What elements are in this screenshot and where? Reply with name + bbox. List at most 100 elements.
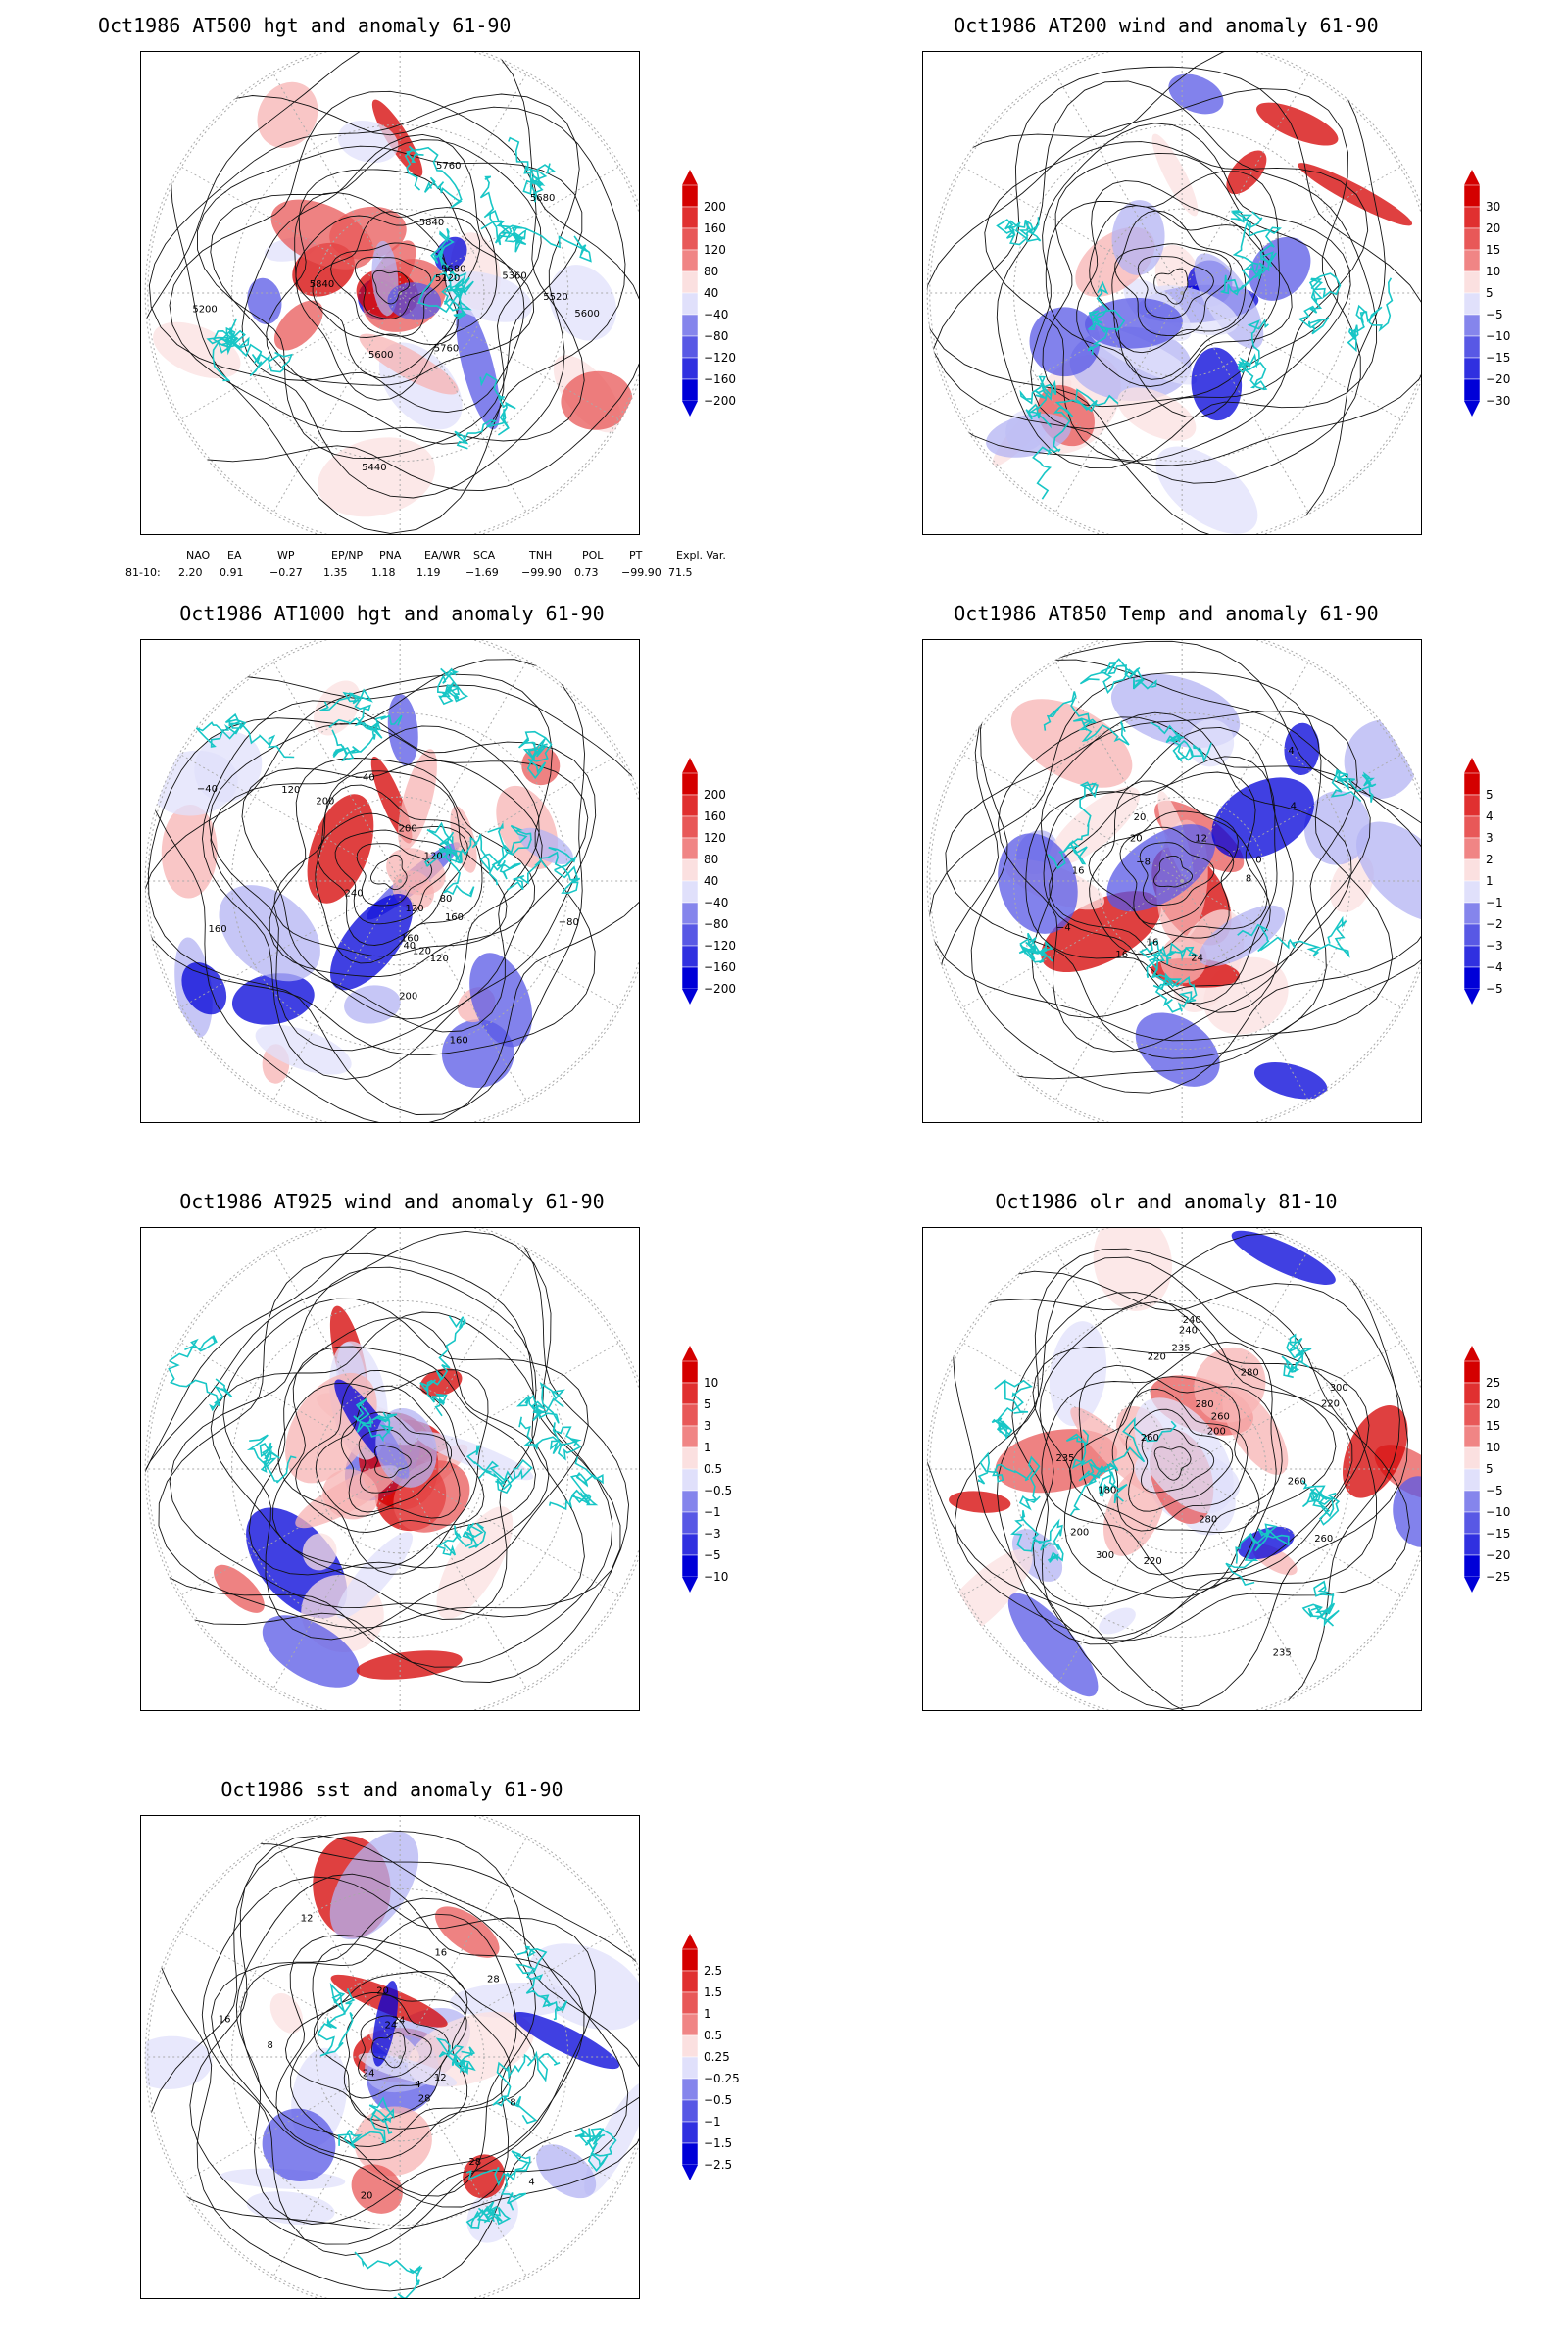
colorbar-swatch (1463, 184, 1481, 208)
colorbar-tick-label: 1 (704, 2007, 711, 2021)
anomaly-shading (1007, 1592, 1099, 1697)
colorbar-tick-label: 10 (1486, 265, 1500, 278)
contour-label: 4 (528, 2177, 534, 2187)
colorbar-swatch (1463, 1403, 1481, 1427)
colorbar-tick-label: −40 (704, 308, 728, 321)
coastline (436, 667, 469, 706)
colorbar-tick-label: −1 (704, 2115, 721, 2129)
colorbar-swatch (681, 1468, 699, 1492)
contour-line (1153, 1446, 1192, 1481)
colorbar-tick-label: −15 (1486, 1527, 1510, 1541)
anomaly-shading (1329, 854, 1374, 913)
contour-label: 220 (1148, 1352, 1166, 1363)
contour-line (202, 700, 597, 1080)
anomaly-shading (450, 806, 477, 873)
contour-label: 0 (1255, 856, 1261, 866)
contour-line (147, 659, 585, 1115)
coastline (466, 2150, 531, 2211)
colorbar-tick-label: −5 (1486, 1484, 1503, 1497)
contour-line (1140, 1428, 1215, 1494)
map-content: 2202602802352402602202001802002403002802… (927, 1228, 1421, 1710)
colorbar-swatch (1463, 314, 1481, 337)
chart-title: Oct1986 AT500 hgt and anomaly 61-90 (98, 14, 512, 37)
colorbar-swatch (681, 966, 699, 990)
contour-label: 280 (1199, 1514, 1217, 1525)
contour-label: 160 (445, 912, 464, 923)
anomaly-shading (1106, 824, 1216, 912)
colorbar-arrow-top (682, 170, 698, 185)
colorbar-tick-label: 0.5 (704, 2029, 722, 2042)
index-value: −0.27 (270, 566, 303, 579)
map-boundary (144, 1228, 639, 1710)
contour-line (1111, 210, 1247, 354)
coastline (518, 1416, 582, 1461)
colorbar-arrow-top (682, 1346, 698, 1361)
anomaly-shading (344, 985, 401, 1024)
contour-label: 5680 (441, 265, 466, 275)
colorbar-swatch (1463, 1468, 1481, 1492)
anomaly-shading (295, 1465, 399, 1529)
colorbar-swatch (681, 815, 699, 839)
map-content: 5840 5680 5600 5520 5440 5760 5120 5200 5360 5600… (145, 52, 639, 534)
longitude-gridline (178, 1929, 401, 2058)
longitude-gridline (399, 2056, 621, 2185)
colorbar-swatch (1463, 270, 1481, 294)
coastline (1010, 1510, 1064, 1563)
colorbar-tick-label: 15 (1486, 1419, 1500, 1433)
contour-line (315, 784, 483, 964)
colorbar-tick-label: −80 (704, 917, 728, 931)
colorbar: 5 4 3 2 1 −1 −2 −3 −4 −5 (1458, 758, 1527, 1038)
anomaly-shading (1168, 74, 1224, 115)
colorbar-tick-label: −1 (1486, 896, 1503, 909)
colorbar-swatch (1463, 815, 1481, 839)
coastline (574, 2128, 617, 2172)
colorbar-swatch (681, 880, 699, 904)
coastline (492, 2050, 561, 2125)
anomaly-shading (307, 794, 374, 904)
anomaly-shading (356, 1650, 463, 1680)
colorbar-tick-label: −4 (1486, 960, 1503, 974)
longitude-gridline (178, 292, 401, 421)
contour-line (358, 2015, 432, 2082)
polar-map: 16 12 8 4 0 −4 −8 16 4 20 24 20 16 (926, 640, 1421, 1122)
longitude-gridline (399, 292, 528, 514)
coastline (487, 821, 532, 880)
contour-label: 8 (268, 2040, 273, 2051)
polar-map: 28 24 20 16 12 8 4 28 24 20 16 12 8 4 24 28 (144, 1816, 639, 2298)
anomaly-shading (1029, 307, 1101, 377)
colorbar-arrow-bottom (682, 1577, 698, 1592)
longitude-gridline (1181, 165, 1403, 294)
colorbar-tick-label: 160 (704, 809, 726, 823)
map-boundary (926, 1228, 1421, 1710)
colorbar-swatch (1463, 1554, 1481, 1578)
contour-label: 200 (1207, 1427, 1226, 1438)
colorbar-swatch (1463, 249, 1481, 272)
contour-line (1088, 810, 1239, 939)
longitude-gridline (960, 292, 1183, 421)
index-header: TNH (529, 549, 553, 562)
colorbar-tick-label: 3 (1486, 831, 1494, 845)
colorbar-swatch (681, 772, 699, 796)
contour-label: 8 (1246, 874, 1251, 885)
coastline (1281, 1333, 1312, 1379)
colorbar-swatch (681, 2056, 699, 2080)
colorbar-tick-label: 120 (704, 831, 726, 845)
coastline (466, 2201, 512, 2230)
contour-label: 28 (468, 2157, 481, 2168)
contour-label: −4 (1056, 923, 1071, 934)
anomaly-shading (419, 1368, 463, 1396)
colorbar-arrow-bottom (682, 2165, 698, 2180)
colorbar-tick-label: 25 (1486, 1376, 1500, 1390)
index-value: −99.90 (521, 566, 562, 579)
colorbar-tick-label: 0.5 (704, 1462, 722, 1476)
anomaly-shading (463, 2154, 506, 2199)
coastline (1301, 1480, 1341, 1526)
chart-title: Oct1986 AT925 wind and anomaly 61-90 (179, 1190, 605, 1213)
contour-line (273, 770, 508, 957)
coastline (1236, 318, 1269, 391)
colorbar-tick-label: −2.5 (704, 2158, 732, 2172)
map-boundary (144, 640, 639, 1122)
colorbar-swatch (681, 1948, 699, 1972)
colorbar-swatch (1463, 923, 1481, 947)
longitude-gridline (178, 2056, 401, 2185)
